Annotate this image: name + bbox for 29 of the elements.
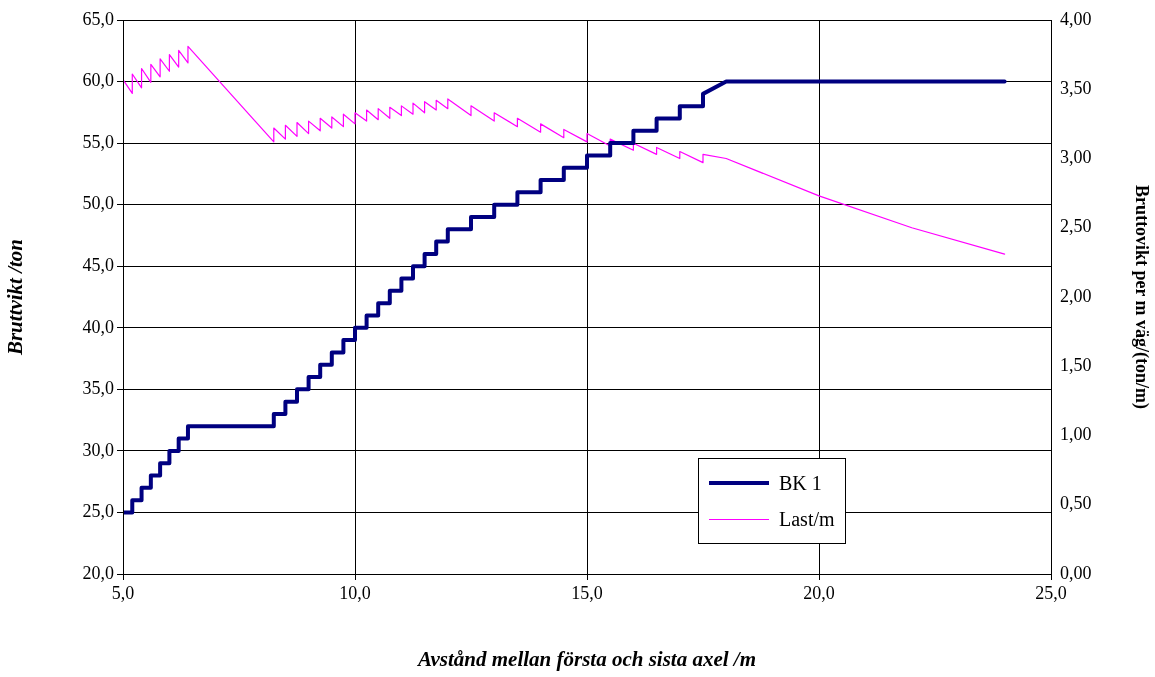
y-tick-label: 65,0 [82,8,114,29]
y2-tick-label: 4,00 [1060,8,1092,29]
y2-tick-label: 0,50 [1060,493,1092,514]
y2-tick-label: 0,00 [1060,562,1092,583]
y-tick-label: 20,0 [82,562,114,583]
y2-tick-label: 1,00 [1060,424,1092,445]
y-tick-label: 45,0 [82,254,114,275]
y-tick-label: 50,0 [82,193,114,214]
x-tick-label: 10,0 [339,582,371,603]
legend-label: BK 1 [779,471,822,495]
y-tick-label: 30,0 [82,439,114,460]
y-tick-label: 55,0 [82,131,114,152]
y-tick-label: 25,0 [82,501,114,522]
y2-tick-label: 2,50 [1060,216,1092,237]
legend-label: Last/m [779,507,835,531]
y2-tick-label: 3,00 [1060,147,1092,168]
x-tick-label: 25,0 [1035,582,1067,603]
y-tick-label: 35,0 [82,378,114,399]
y2-axis-title: Bruttovikt per m väg/(ton/m) [1130,184,1152,410]
y2-tick-label: 3,50 [1060,77,1092,98]
x-tick-label: 20,0 [803,582,835,603]
y2-tick-label: 1,50 [1060,354,1092,375]
x-tick-label: 5,0 [111,582,135,603]
y-tick-label: 60,0 [82,70,114,91]
y-tick-label: 40,0 [82,316,114,337]
y-axis-title: Bruttvikt /ton [3,238,28,357]
x-axis-title: Avstånd mellan första och sista axel /m [416,646,756,671]
x-tick-label: 15,0 [571,582,603,603]
y2-tick-label: 2,00 [1060,285,1092,306]
